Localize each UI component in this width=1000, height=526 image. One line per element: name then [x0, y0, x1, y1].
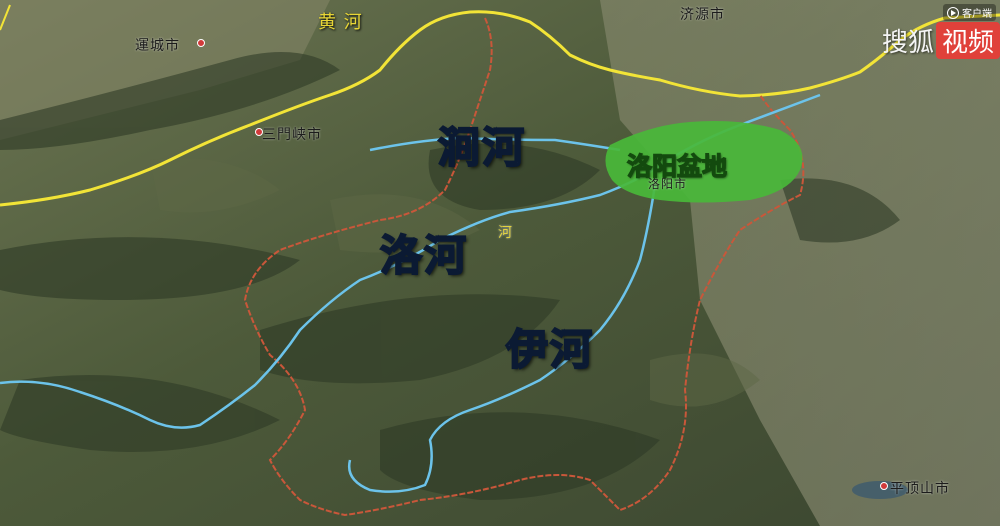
luo-river-title: 洛河	[379, 230, 469, 281]
yuncheng-label: 運城市	[135, 38, 180, 54]
client-badge: 客户端	[943, 4, 996, 21]
sohu-video-watermark: 搜狐 视频	[882, 22, 1000, 59]
luoyang-city-label: 洛阳市	[648, 177, 688, 191]
watermark-tag: 视频	[935, 22, 1000, 59]
sanmenxia-label: 三門峡市	[262, 127, 322, 143]
watermark-brand: 搜狐	[881, 28, 934, 58]
yuncheng-city-dot	[197, 39, 205, 47]
pingdingshan-city-dot	[880, 482, 888, 490]
client-badge-label: 客户端	[962, 9, 992, 20]
jiyuan-label: 济源市	[680, 7, 725, 23]
pingdingshan-label: 平顶山市	[890, 481, 950, 497]
luo-river-small-label: 河	[498, 225, 513, 241]
prefecture-boundary	[243, 17, 805, 517]
yi-river-title: 伊河	[505, 324, 595, 375]
luoyang-basin-area	[605, 121, 803, 203]
jian-river-title: 涧河	[437, 122, 527, 173]
sanmenxia-city-dot	[255, 128, 263, 136]
play-icon	[947, 6, 959, 19]
yellow-river-label: 黄 河	[318, 12, 363, 33]
yi-river-line	[347, 184, 657, 493]
yellow-river-line	[0, 10, 1000, 207]
jian-river-line	[369, 136, 621, 152]
luoyang-basin-title: 洛阳盆地	[626, 151, 728, 181]
